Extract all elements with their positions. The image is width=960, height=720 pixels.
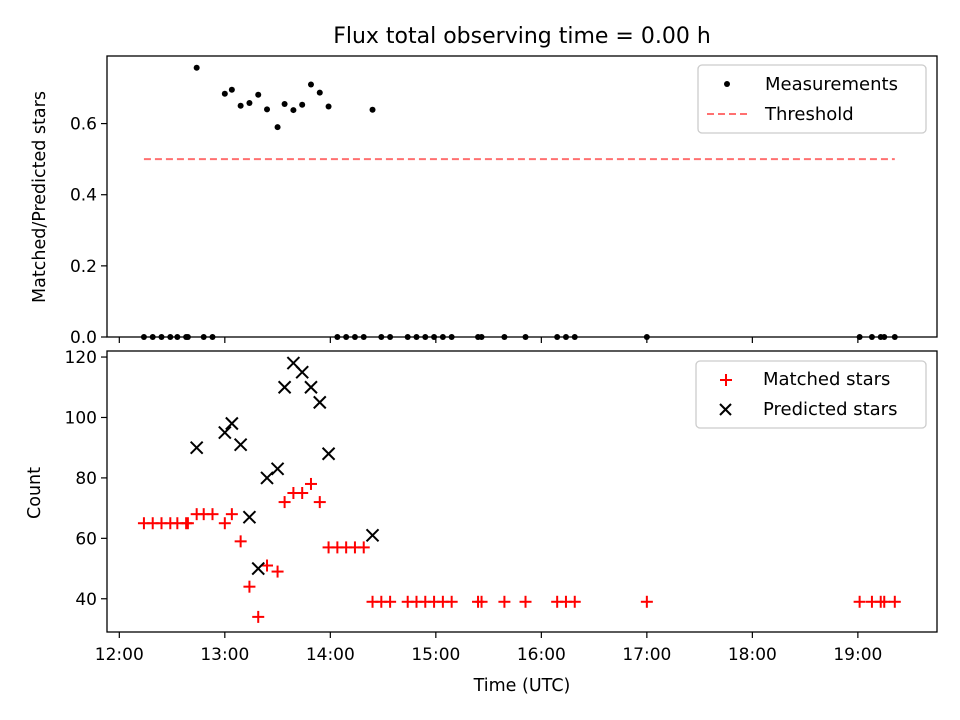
- matched-star-point: [519, 595, 532, 608]
- matched-star-point: [261, 559, 274, 572]
- predicted-star-point: [365, 528, 380, 543]
- legend-measurements-label: Measurements: [765, 74, 898, 95]
- predicted-star-point: [313, 395, 327, 410]
- measurement-point: [290, 107, 297, 114]
- x-tick-label: 18:00: [728, 645, 777, 665]
- matched-star-point: [181, 517, 194, 530]
- ratio-y-tick-label: 0.6: [70, 115, 97, 135]
- x-tick-label: 13:00: [200, 645, 249, 665]
- legend-predicted-label: Predicted stars: [763, 399, 897, 420]
- measurement-point: [274, 124, 281, 131]
- count-y-tick-label: 60: [75, 529, 97, 549]
- count-plot-area: [137, 356, 901, 623]
- predicted-star-point: [295, 365, 309, 379]
- x-tick-label: 15:00: [411, 645, 460, 665]
- measurement-point: [221, 90, 228, 97]
- measurement-point: [193, 64, 200, 71]
- legend-threshold-label: Threshold: [764, 104, 854, 125]
- predicted-star-point: [260, 471, 274, 485]
- matched-star-point: [384, 595, 397, 608]
- ratio-legend-box: [697, 64, 927, 134]
- measurement-point: [299, 101, 306, 108]
- legend-predicted-marker: [719, 403, 732, 416]
- ratio-panel: Flux total observing time = 0.00 h Match…: [30, 24, 938, 348]
- matched-star-point: [278, 496, 291, 509]
- measurement-point: [264, 106, 271, 113]
- matched-star-point: [445, 595, 458, 608]
- matched-star-point: [304, 477, 317, 490]
- predicted-star-point: [270, 462, 285, 476]
- matched-star-point: [243, 580, 256, 593]
- matched-star-point: [357, 541, 370, 554]
- matched-star-point: [296, 487, 309, 500]
- y-axis-label-count: Count: [25, 467, 45, 519]
- ratio-y-tick-label: 0.2: [70, 257, 97, 277]
- measurement-point: [228, 86, 235, 93]
- matched-star-point: [313, 496, 326, 509]
- count-y-tick-label: 120: [65, 348, 97, 368]
- count-legend-box: [695, 360, 927, 429]
- count-y-tick-label: 100: [65, 408, 97, 428]
- count-y-tick-label: 80: [75, 469, 97, 489]
- matched-star-point: [640, 595, 653, 608]
- matched-star-point: [568, 595, 581, 608]
- x-tick-label: 19:00: [833, 645, 882, 665]
- matched-star-point: [475, 595, 488, 608]
- predicted-star-point: [233, 437, 248, 452]
- matched-star-point: [853, 595, 866, 608]
- measurement-point: [307, 81, 314, 88]
- count-panel: Count Time (UTC) Matched stars Predicted…: [25, 348, 938, 696]
- count-plot-frame: [106, 350, 938, 633]
- x-tick-label: 12:00: [95, 645, 144, 665]
- measurement-point: [281, 101, 288, 108]
- predicted-star-point: [277, 380, 292, 394]
- ratio-plot-frame: [106, 55, 938, 338]
- x-tick-label: 16:00: [517, 645, 566, 665]
- predicted-star-point: [189, 440, 204, 455]
- x-tick-label: 17:00: [622, 645, 671, 665]
- predicted-star-point: [304, 380, 318, 394]
- x-tick-label: 14:00: [306, 645, 355, 665]
- x-axis-label-time: Time (UTC): [473, 676, 571, 696]
- count-legend: Matched stars Predicted stars: [695, 360, 927, 429]
- matched-star-point: [234, 535, 247, 548]
- legend-measurements-marker: [724, 81, 730, 87]
- matched-star-point: [271, 565, 284, 578]
- measurement-point: [246, 99, 253, 106]
- chart-title: Flux total observing time = 0.00 h: [333, 24, 711, 49]
- predicted-star-point: [242, 510, 257, 524]
- measurement-point: [237, 102, 244, 109]
- ratio-y-tick-label: 0.0: [70, 328, 97, 348]
- predicted-star-point: [225, 416, 239, 431]
- predicted-star-point: [218, 425, 232, 440]
- ratio-legend: Measurements Threshold: [697, 64, 927, 134]
- predicted-star-point: [251, 561, 265, 576]
- measurement-point: [325, 103, 332, 110]
- matched-star-point: [252, 610, 265, 623]
- legend-matched-label: Matched stars: [763, 369, 890, 390]
- matched-star-point: [888, 595, 901, 608]
- measurement-point: [255, 91, 262, 98]
- count-y-tick-label: 40: [75, 590, 97, 610]
- measurement-point: [369, 106, 376, 113]
- legend-matched-marker: [720, 374, 732, 386]
- matched-star-point: [225, 508, 238, 521]
- y-axis-label-ratio: Matched/Predicted stars: [30, 91, 50, 303]
- matched-star-point: [878, 595, 891, 608]
- matched-star-point: [206, 508, 219, 521]
- matched-star-point: [218, 517, 231, 530]
- predicted-star-point: [321, 447, 336, 461]
- matched-star-point: [498, 595, 511, 608]
- measurement-point: [316, 89, 323, 96]
- ratio-y-tick-label: 0.4: [70, 186, 97, 206]
